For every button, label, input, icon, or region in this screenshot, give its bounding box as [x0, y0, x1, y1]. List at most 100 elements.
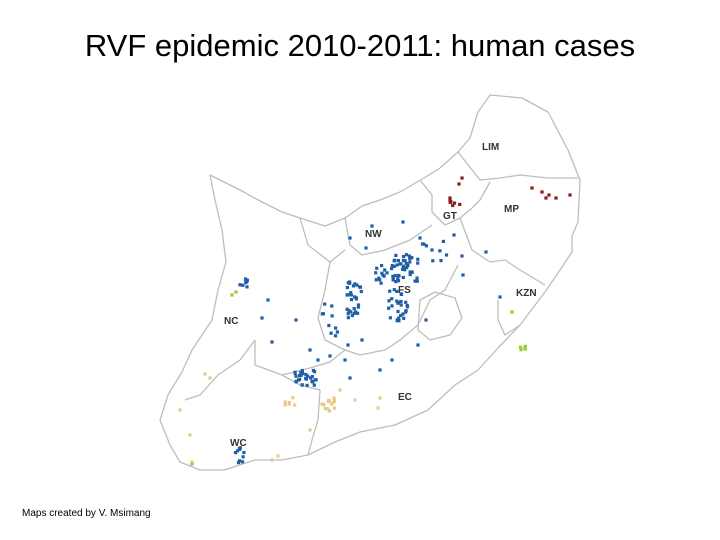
case-point-tan — [378, 396, 382, 400]
case-point-blue — [379, 281, 383, 285]
case-point-blue — [330, 304, 334, 308]
case-point-blue — [395, 299, 399, 303]
case-point-blue — [360, 338, 364, 342]
case-point-dark-red — [448, 200, 452, 204]
case-point-blue — [370, 224, 374, 228]
case-point-blue — [346, 293, 350, 297]
case-point-blue — [327, 323, 331, 328]
case-point-blue — [391, 274, 395, 278]
case-point-blue — [294, 379, 298, 383]
case-point-blue — [402, 259, 406, 263]
case-point-blue — [395, 289, 399, 293]
case-point-blue — [391, 278, 395, 282]
case-point-tan — [190, 460, 194, 464]
case-point-blue — [311, 380, 315, 384]
case-point-blue — [402, 254, 406, 259]
case-point-blue — [299, 370, 303, 375]
case-point-blue — [364, 246, 368, 250]
boundary-nc-nw — [299, 217, 346, 263]
case-point-blue — [299, 373, 303, 377]
case-point-dark-red — [568, 193, 572, 197]
case-point-blue — [314, 378, 318, 382]
case-point-blue — [335, 330, 339, 334]
case-point-blue — [382, 274, 386, 278]
case-point-blue — [347, 309, 351, 313]
case-point-blue — [393, 274, 397, 278]
case-point-blue — [356, 311, 360, 315]
case-point-blue — [498, 295, 502, 299]
case-point-light-green — [518, 345, 522, 349]
case-point-blue — [346, 343, 350, 347]
boundary-fs-ec — [344, 264, 459, 356]
case-point-blue — [343, 358, 347, 362]
case-point-tan — [203, 372, 207, 376]
case-point-blue — [396, 279, 401, 283]
case-point-blue — [484, 250, 488, 254]
case-point-tan — [270, 458, 274, 462]
case-point-blue — [359, 289, 363, 294]
case-point-blue — [356, 303, 361, 307]
case-point-light-green — [519, 348, 523, 352]
case-point-blue — [334, 326, 338, 330]
case-point-blue — [405, 303, 409, 308]
case-point-light-green — [230, 293, 234, 297]
case-point-blue — [312, 383, 316, 387]
case-point-light-green — [523, 345, 527, 350]
case-point-blue — [397, 273, 401, 278]
case-point-blue — [316, 358, 320, 362]
case-point-blue — [356, 305, 360, 309]
case-point-blue — [385, 271, 389, 275]
case-point-tan — [353, 398, 357, 402]
case-point-blue — [390, 358, 394, 362]
case-point-blue — [236, 461, 241, 465]
case-point-blue — [383, 268, 387, 272]
case-point-blue — [298, 377, 302, 381]
case-point-blue — [300, 368, 304, 373]
lesotho-outline — [417, 291, 463, 341]
case-point-blue — [328, 354, 332, 358]
province-label-kzn: KZN — [516, 288, 537, 299]
province-label-nw: NW — [365, 229, 382, 240]
case-point-blue — [415, 279, 419, 283]
case-point-blue — [241, 455, 245, 459]
case-point-blue — [461, 273, 465, 277]
case-point-tan — [332, 406, 337, 410]
boundary-kzn-ec — [497, 300, 521, 336]
case-point-blue — [395, 319, 399, 323]
case-point-dark-red — [530, 186, 534, 190]
case-point-blue — [238, 446, 242, 450]
boundary-gt-nw — [419, 179, 491, 226]
case-point-tan — [208, 376, 212, 380]
case-point-blue — [408, 256, 412, 260]
case-point-blue — [309, 376, 313, 380]
case-point-blue — [444, 253, 449, 257]
case-point-blue — [310, 375, 314, 379]
case-point-blue — [422, 242, 426, 246]
case-point-tan — [283, 400, 287, 404]
boundary-wc-ec — [281, 374, 321, 456]
case-point-blue — [348, 280, 352, 284]
case-point-blue — [388, 289, 392, 293]
case-point-blue — [235, 449, 240, 453]
case-point-blue — [353, 295, 357, 299]
case-point-blue — [349, 298, 354, 302]
case-point-tan — [276, 454, 280, 458]
case-point-blue — [306, 374, 310, 378]
boundary-nc-fs — [317, 261, 346, 351]
case-point-blue — [349, 291, 353, 295]
case-point-tan — [327, 409, 331, 413]
case-point-blue — [345, 286, 349, 290]
case-point-blue — [402, 316, 406, 320]
case-point-blue — [424, 318, 428, 322]
case-point-blue — [353, 282, 357, 286]
case-point-tan — [330, 402, 334, 406]
case-point-blue — [243, 277, 248, 281]
province-label-mp: MP — [504, 204, 519, 215]
case-point-blue — [380, 271, 384, 275]
case-point-blue — [293, 370, 297, 374]
case-point-blue — [354, 297, 358, 301]
case-point-blue — [355, 283, 359, 287]
case-point-tan — [291, 396, 295, 400]
case-point-tan — [320, 402, 324, 406]
